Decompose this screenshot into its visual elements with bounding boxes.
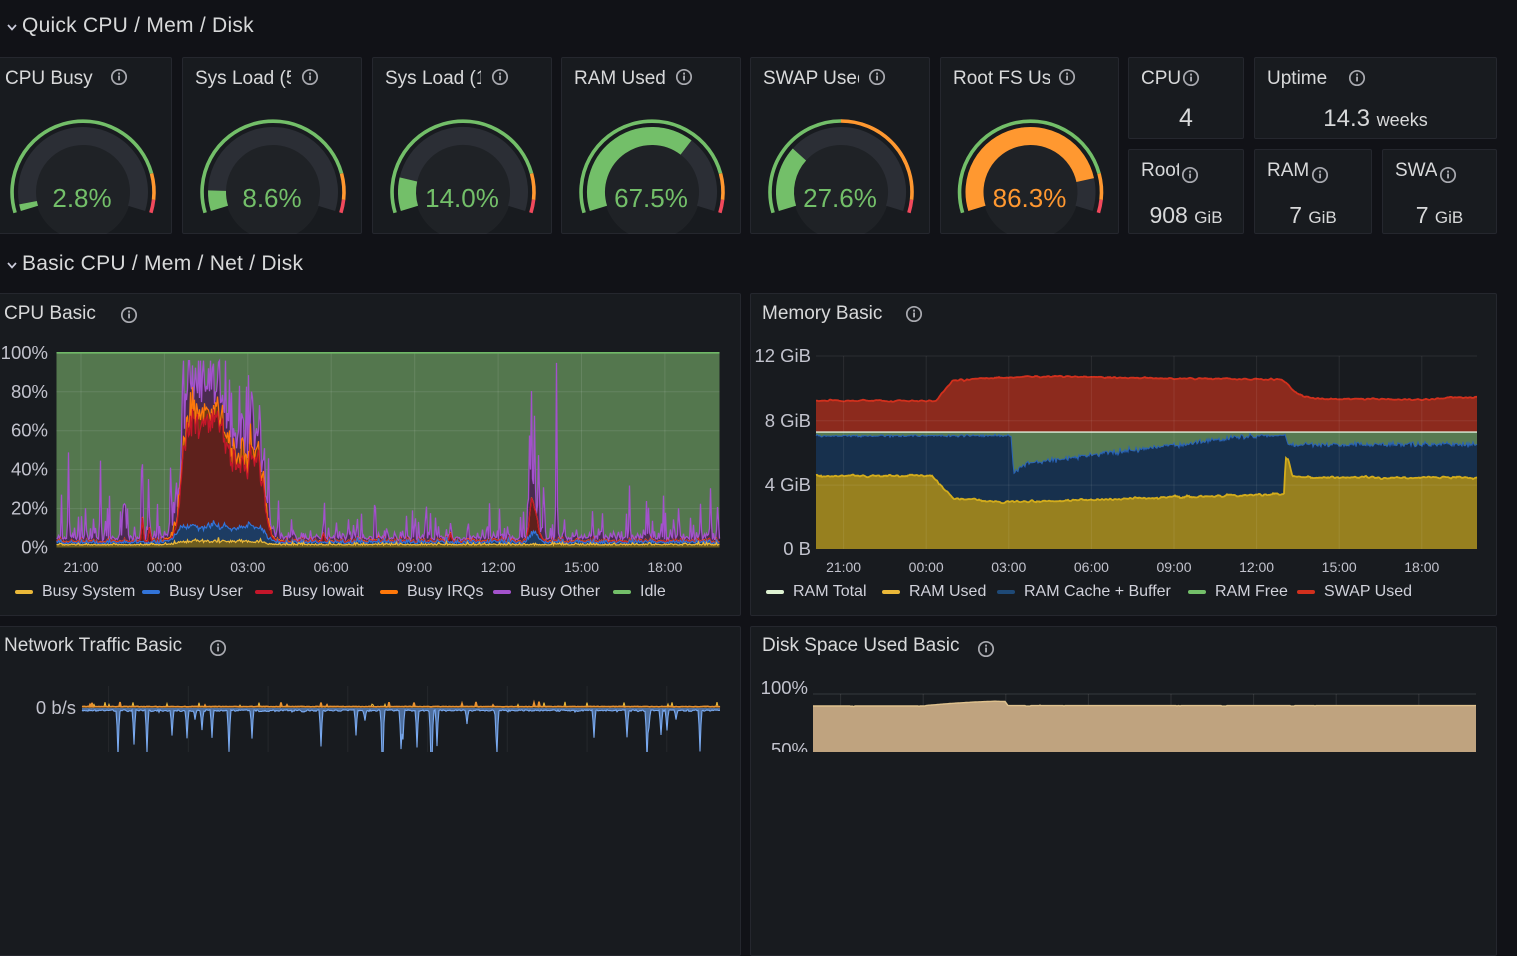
svg-text:15:00: 15:00 xyxy=(564,559,599,575)
svg-text:18:00: 18:00 xyxy=(1404,559,1439,575)
svg-text:100%: 100% xyxy=(1,342,48,363)
svg-text:12:00: 12:00 xyxy=(1239,559,1274,575)
svg-text:06:00: 06:00 xyxy=(1074,559,1109,575)
svg-text:09:00: 09:00 xyxy=(1156,559,1191,575)
svg-text:15:00: 15:00 xyxy=(1322,559,1357,575)
svg-text:03:00: 03:00 xyxy=(991,559,1026,575)
svg-text:50%: 50% xyxy=(771,739,808,752)
svg-text:40%: 40% xyxy=(11,459,48,480)
svg-text:12 GiB: 12 GiB xyxy=(754,345,811,366)
svg-text:00:00: 00:00 xyxy=(909,559,944,575)
svg-text:21:00: 21:00 xyxy=(63,559,98,575)
svg-text:21:00: 21:00 xyxy=(826,559,861,575)
svg-text:0 B: 0 B xyxy=(783,538,811,559)
svg-text:12:00: 12:00 xyxy=(481,559,516,575)
svg-text:0%: 0% xyxy=(21,537,48,558)
svg-text:00:00: 00:00 xyxy=(147,559,182,575)
svg-text:20%: 20% xyxy=(11,498,48,519)
svg-text:4 GiB: 4 GiB xyxy=(765,474,811,495)
svg-text:100%: 100% xyxy=(761,677,808,698)
svg-text:03:00: 03:00 xyxy=(230,559,265,575)
svg-text:80%: 80% xyxy=(11,381,48,402)
svg-text:09:00: 09:00 xyxy=(397,559,432,575)
svg-text:60%: 60% xyxy=(11,420,48,441)
svg-text:06:00: 06:00 xyxy=(314,559,349,575)
svg-text:0 b/s: 0 b/s xyxy=(36,697,76,718)
svg-text:8 GiB: 8 GiB xyxy=(765,410,811,431)
svg-text:18:00: 18:00 xyxy=(647,559,682,575)
